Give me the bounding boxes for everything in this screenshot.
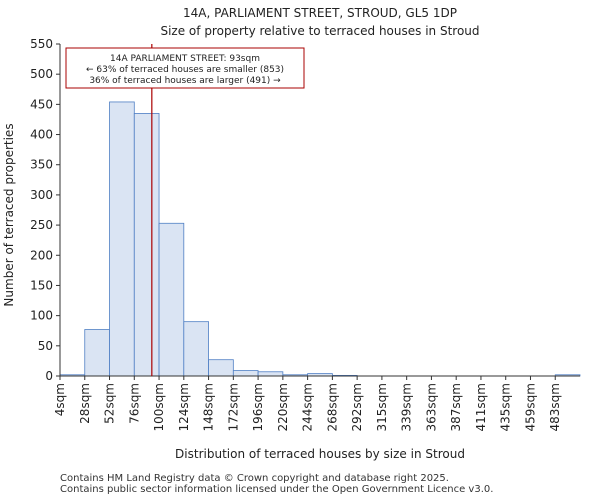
x-tick-label: 483sqm bbox=[548, 383, 562, 431]
y-tick-label: 50 bbox=[38, 339, 53, 353]
y-tick-label: 150 bbox=[30, 278, 53, 292]
x-tick-label: 4sqm bbox=[53, 383, 67, 416]
y-tick-label: 350 bbox=[30, 158, 53, 172]
y-ticks-group: 0 50 100 150 200 250 300 350 400 450 500 550 bbox=[30, 37, 60, 383]
annotation-line2: ← 63% of terraced houses are smaller (85… bbox=[86, 65, 284, 75]
footer-credit-line2: Contains public sector information licen… bbox=[60, 484, 494, 495]
x-tick-label: 339sqm bbox=[400, 383, 414, 431]
histogram-bar bbox=[257, 371, 284, 377]
y-tick-label: 450 bbox=[30, 97, 53, 111]
y-tick-label: 100 bbox=[30, 309, 53, 323]
histogram-bar bbox=[208, 359, 234, 377]
histogram-bar bbox=[133, 113, 160, 377]
x-tick-label: 196sqm bbox=[251, 383, 265, 431]
histogram-bar bbox=[84, 329, 110, 377]
histogram-bar bbox=[232, 370, 259, 377]
x-tick-label: 124sqm bbox=[177, 383, 191, 431]
annotation-line3: 36% of terraced houses are larger (491) … bbox=[89, 76, 281, 86]
x-ticks-group: 4sqm 28sqm 52sqm 76sqm 100sqm 124sqm 148sqm 172… bbox=[53, 376, 562, 431]
y-tick-label: 500 bbox=[30, 67, 53, 81]
x-tick-label: 220sqm bbox=[276, 383, 290, 431]
x-tick-label: 268sqm bbox=[325, 383, 339, 431]
y-tick-label: 300 bbox=[30, 188, 53, 202]
x-tick-label: 363sqm bbox=[424, 383, 438, 431]
x-tick-label: 387sqm bbox=[449, 383, 463, 431]
annotation-box bbox=[65, 47, 305, 89]
x-tick-label: 292sqm bbox=[350, 383, 364, 431]
x-tick-label: 315sqm bbox=[375, 383, 389, 431]
x-tick-label: 148sqm bbox=[202, 383, 216, 431]
histogram-bar bbox=[183, 321, 209, 377]
histogram-bar bbox=[109, 101, 135, 377]
x-tick-label: 52sqm bbox=[103, 383, 117, 424]
y-tick-label: 400 bbox=[30, 128, 53, 142]
chart-title-line2: Size of property relative to terraced ho… bbox=[160, 24, 479, 38]
axes-frame bbox=[59, 44, 580, 377]
y-axis-label: Number of terraced properties bbox=[2, 123, 16, 306]
x-tick-label: 28sqm bbox=[78, 383, 92, 424]
y-tick-label: 200 bbox=[30, 248, 53, 262]
x-tick-label: 435sqm bbox=[499, 383, 513, 431]
x-tick-label: 244sqm bbox=[301, 383, 315, 431]
x-tick-label: 172sqm bbox=[226, 383, 240, 431]
x-axis-label: Distribution of terraced houses by size … bbox=[175, 447, 465, 461]
y-tick-label: 250 bbox=[30, 218, 53, 232]
x-tick-label: 100sqm bbox=[152, 383, 166, 431]
y-tick-label: 0 bbox=[45, 369, 53, 383]
annotation-line1: 14A PARLIAMENT STREET: 93sqm bbox=[110, 54, 260, 64]
histogram-bar bbox=[158, 222, 185, 377]
y-tick-label: 550 bbox=[30, 37, 53, 51]
x-tick-label: 411sqm bbox=[474, 383, 488, 431]
x-tick-label: 459sqm bbox=[523, 383, 537, 431]
bars-group bbox=[59, 101, 581, 377]
footer-credit-line1: Contains HM Land Registry data © Crown c… bbox=[60, 473, 449, 484]
x-tick-label: 76sqm bbox=[127, 383, 141, 424]
chart-title-line1: 14A, PARLIAMENT STREET, STROUD, GL5 1DP bbox=[183, 6, 457, 20]
